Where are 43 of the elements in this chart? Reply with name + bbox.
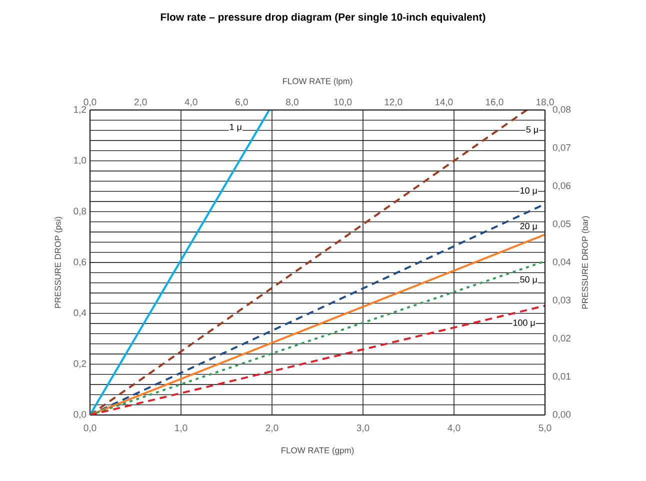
annotation: 1 μ xyxy=(230,124,242,132)
x-tick-label: 3,0 xyxy=(356,424,370,432)
x2-tick-label: 0,0 xyxy=(84,98,96,106)
x2-tick-label: 6,0 xyxy=(236,98,248,106)
y2-tick-label: 0,08 xyxy=(552,106,571,114)
x2-tick-label: 8,0 xyxy=(286,98,298,106)
x2-tick-label: 4,0 xyxy=(184,98,198,106)
y-tick-label: 1,2 xyxy=(74,106,86,114)
y-tick-label: 0,6 xyxy=(74,258,86,266)
y2-tick-label: 0,06 xyxy=(552,182,571,190)
annotation: 50 μ xyxy=(520,276,537,284)
y2-tick-label: 0,07 xyxy=(552,144,570,152)
y-tick-label: 0,8 xyxy=(74,208,86,216)
x2-tick-label: 14,0 xyxy=(435,98,453,106)
x2-axis-title: FLOW RATE (lpm) xyxy=(282,78,352,86)
y-tick-label: 1,0 xyxy=(74,156,86,165)
x-tick-label: 4,0 xyxy=(448,424,460,432)
y2-axis-title: PRESSURE DROP (bar) xyxy=(582,216,590,309)
x-tick-label: 2,0 xyxy=(266,424,278,432)
y-axis-title: PRESSURE DROP (psi) xyxy=(54,216,62,308)
annotation: 5 μ xyxy=(526,126,538,134)
y2-tick-label: 0,02 xyxy=(552,334,570,343)
x2-tick-label: 2,0 xyxy=(134,98,147,106)
x2-tick-label: 12,0 xyxy=(384,98,402,106)
chart-title: Flow rate – pressure drop diagram (Per single 10-inch equivalent) xyxy=(160,13,486,23)
y-tick-label: 0,2 xyxy=(74,360,86,368)
annotation: 100 μ xyxy=(513,320,535,328)
annotation: 10 μ xyxy=(520,187,537,196)
y2-tick-label: 0,00 xyxy=(552,411,571,419)
y2-tick-label: 0,04 xyxy=(552,258,571,266)
x-axis-title: FLOW RATE (gpm) xyxy=(282,447,354,456)
y2-tick-label: 0,05 xyxy=(552,220,571,228)
y-tick-label: 0,4 xyxy=(74,309,86,318)
x-tick-label: 0,0 xyxy=(84,424,96,432)
x-tick-label: 5,0 xyxy=(538,424,552,432)
x2-tick-label: 18,0 xyxy=(536,98,554,106)
annotation: 20 μ xyxy=(520,222,537,231)
x2-tick-label: 10,0 xyxy=(334,98,352,106)
x-tick-label: 1,0 xyxy=(175,424,188,432)
y2-tick-label: 0,03 xyxy=(552,296,571,305)
y2-tick-label: 0,01 xyxy=(552,372,570,381)
x2-tick-label: 16,0 xyxy=(486,98,504,106)
y-tick-label: 0,0 xyxy=(74,411,86,419)
